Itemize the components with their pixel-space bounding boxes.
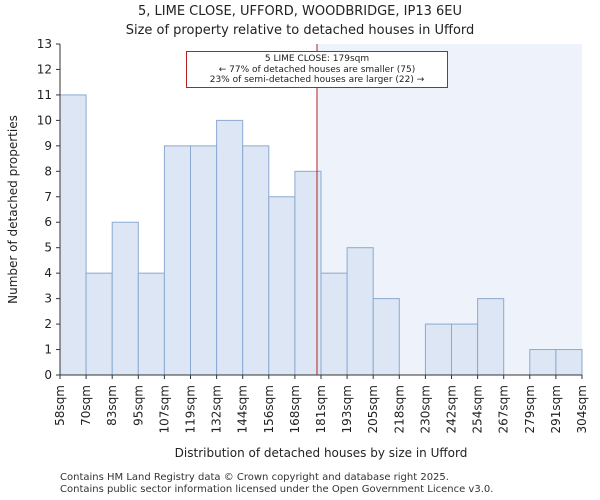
x-tick-label: 304sqm (575, 385, 589, 433)
x-tick-label: 205sqm (366, 385, 380, 433)
x-tick-label: 181sqm (314, 385, 328, 433)
histogram-bar (424, 323, 452, 376)
y-axis-label: Number of detached properties (6, 115, 20, 304)
annotation-line1: 5 LIME CLOSE: 179sqm (264, 54, 370, 64)
histogram-bar (242, 145, 270, 376)
x-axis-label: Distribution of detached houses by size … (175, 446, 468, 460)
x-tick-label: 70sqm (79, 385, 93, 426)
footer-line1: Contains HM Land Registry data © Crown c… (60, 472, 449, 483)
histogram-bar (268, 196, 296, 376)
x-tick-label: 254sqm (471, 385, 485, 433)
x-tick-label: 291sqm (549, 385, 563, 433)
histogram-bar (216, 119, 244, 376)
y-tick-label: 5 (44, 241, 52, 255)
x-tick-label: 119sqm (184, 385, 198, 433)
y-tick-label: 10 (37, 113, 52, 127)
x-tick-label: 193sqm (340, 385, 354, 433)
y-tick-label: 13 (37, 37, 52, 51)
histogram-bar (163, 145, 191, 376)
annotation-line3: 23% of semi-detached houses are larger (… (209, 75, 425, 85)
chart-title-line2: Size of property relative to detached ho… (125, 23, 475, 38)
histogram-bar (190, 145, 218, 376)
histogram-bar (372, 298, 400, 376)
x-tick-label: 267sqm (497, 385, 511, 433)
y-tick-label: 4 (44, 266, 52, 280)
histogram-bar (477, 298, 505, 376)
x-tick-label: 168sqm (288, 385, 302, 433)
y-tick-label: 2 (44, 317, 52, 331)
footer-line2: Contains public sector information licen… (60, 484, 494, 495)
histogram-bar (451, 323, 479, 376)
x-tick-label: 218sqm (392, 385, 406, 433)
y-tick-label: 6 (44, 215, 52, 229)
chart-title: 5, LIME CLOSE, UFFORD, WOODBRIDGE, IP13 … (0, 2, 600, 40)
histogram-bar (529, 349, 557, 376)
y-tick-label: 0 (44, 368, 52, 382)
x-tick-label: 58sqm (53, 385, 67, 426)
annotation-line2: ← 77% of detached houses are smaller (75… (218, 64, 416, 75)
y-tick-label: 7 (44, 190, 52, 204)
histogram-bar (555, 349, 583, 376)
y-tick-label: 3 (44, 292, 52, 306)
x-tick-label: 107sqm (157, 385, 171, 433)
y-tick-label: 1 (44, 343, 52, 357)
x-tick-label: 132sqm (210, 385, 224, 433)
histogram-bar (111, 221, 139, 376)
x-tick-label: 279sqm (523, 385, 537, 433)
y-tick-label: 11 (37, 88, 52, 102)
y-tick-label: 9 (44, 139, 52, 153)
x-tick-label: 156sqm (262, 385, 276, 433)
y-tick-label: 8 (44, 164, 52, 178)
x-tick-label: 144sqm (236, 385, 250, 433)
x-tick-label: 95sqm (131, 385, 145, 426)
x-tick-label: 230sqm (418, 385, 432, 433)
y-tick-label: 12 (37, 62, 52, 76)
histogram-bar (137, 272, 165, 376)
property-annotation-box: 5 LIME CLOSE: 179sqm ← 77% of detached h… (186, 51, 448, 88)
x-tick-label: 242sqm (445, 385, 459, 433)
chart-title-line1: 5, LIME CLOSE, UFFORD, WOODBRIDGE, IP13 … (137, 4, 463, 19)
histogram-bar (320, 272, 348, 376)
histogram-bar (85, 272, 113, 376)
histogram-bar (346, 247, 374, 376)
x-tick-label: 83sqm (105, 385, 119, 426)
footer: Contains HM Land Registry data © Crown c… (60, 472, 493, 496)
histogram-bar (59, 94, 87, 376)
